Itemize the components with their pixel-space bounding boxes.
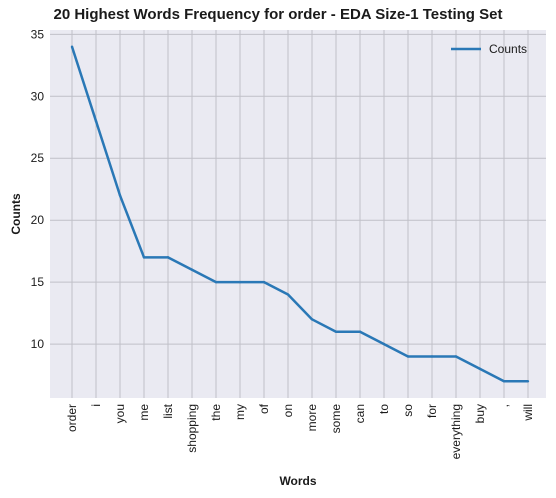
y-axis-ticks: 10 15 20 25 30 35 xyxy=(31,27,45,351)
data-point xyxy=(118,194,122,197)
y-tick-label: 15 xyxy=(31,275,45,289)
data-point xyxy=(454,355,458,358)
data-point xyxy=(478,367,482,371)
x-tick-label: can xyxy=(353,404,367,423)
x-tick-label: more xyxy=(305,404,319,432)
data-point xyxy=(310,318,314,321)
data-point xyxy=(94,119,98,123)
x-tick-label: everything xyxy=(449,404,463,459)
data-point xyxy=(214,280,218,284)
x-tick-label: for xyxy=(425,404,439,418)
y-tick-label: 20 xyxy=(31,213,45,227)
x-tick-label: the xyxy=(209,404,223,421)
grid xyxy=(50,30,546,398)
x-tick-label: shopping xyxy=(185,404,199,453)
data-point xyxy=(166,256,170,259)
x-tick-label: you xyxy=(113,404,127,423)
x-tick-label: will xyxy=(521,404,535,422)
x-tick-label: so xyxy=(401,404,415,417)
data-point xyxy=(526,380,530,383)
y-tick-label: 10 xyxy=(31,337,45,351)
data-point xyxy=(142,256,146,259)
data-point xyxy=(502,380,506,383)
x-tick-label: of xyxy=(257,403,271,414)
x-tick-label: i xyxy=(89,404,103,407)
x-tick-label: to xyxy=(377,404,391,414)
data-point xyxy=(382,342,386,346)
data-point xyxy=(238,280,242,284)
y-tick-label: 25 xyxy=(31,151,45,165)
data-point xyxy=(70,45,74,48)
y-axis-title: Counts xyxy=(9,193,23,235)
x-tick-label: buy xyxy=(473,404,487,423)
data-point xyxy=(262,280,266,284)
x-tick-label: some xyxy=(329,404,343,434)
y-tick-label: 30 xyxy=(31,89,45,103)
data-point xyxy=(286,293,290,296)
series-line-counts xyxy=(70,46,528,383)
x-tick-label: order xyxy=(65,404,79,432)
x-tick-label: on xyxy=(281,404,295,417)
data-point xyxy=(334,330,338,333)
plot-area xyxy=(50,30,546,398)
x-axis-ticks: order i you me list shopping the my of on more some… xyxy=(65,403,535,459)
data-point xyxy=(430,355,434,358)
data-point xyxy=(358,330,362,333)
data-point xyxy=(406,355,410,358)
x-axis-title: Words xyxy=(279,474,316,488)
data-point xyxy=(190,268,194,271)
x-tick-label: , xyxy=(497,404,511,407)
chart-title: 20 Highest Words Frequency for order - E… xyxy=(53,6,503,23)
x-tick-label: me xyxy=(137,404,151,421)
legend: Counts xyxy=(451,42,527,56)
y-tick-label: 35 xyxy=(31,27,45,41)
x-tick-label: list xyxy=(161,403,175,418)
legend-label: Counts xyxy=(489,42,527,56)
x-tick-label: my xyxy=(233,404,247,420)
